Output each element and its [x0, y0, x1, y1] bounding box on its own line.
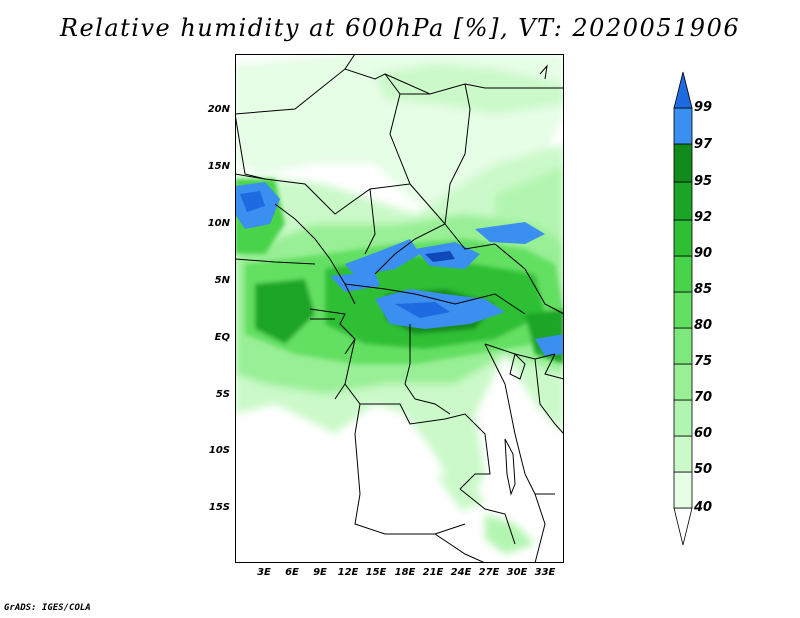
- grads-credit: GrADS: IGES/COLA: [4, 603, 91, 613]
- colorbar-label-80: 80: [694, 318, 713, 333]
- lat-label-15s: 15S: [208, 502, 230, 513]
- lat-label-10n: 10N: [207, 218, 230, 229]
- colorbar-segment: [673, 363, 693, 401]
- lon-label-12e: 12E: [337, 567, 359, 578]
- colorbar-label-50: 50: [694, 462, 713, 477]
- colorbar-label-90: 90: [694, 246, 713, 261]
- colorbar-segment: [673, 219, 693, 257]
- colorbar-segment: [673, 107, 693, 145]
- colorbar-segment: [673, 435, 693, 473]
- lat-label-20n: 20N: [207, 104, 230, 115]
- colorbar-segments: [673, 71, 693, 546]
- lon-label-33e: 33E: [534, 567, 556, 578]
- colorbar-label-99: 99: [694, 100, 713, 115]
- colorbar-segment: [673, 291, 693, 329]
- colorbar-segment: [673, 181, 693, 221]
- colorbar-segment: [673, 471, 693, 509]
- lon-label-24e: 24E: [450, 567, 472, 578]
- humidity-map: [235, 54, 564, 563]
- map-title: Relative humidity at 600hPa [%], VT: 202…: [59, 14, 741, 42]
- lat-label-15n: 15N: [207, 161, 230, 172]
- lon-label-15e: 15E: [365, 567, 387, 578]
- colorbar-label-70: 70: [694, 390, 713, 405]
- colorbar-segment: [673, 143, 693, 183]
- lon-label-27e: 27E: [478, 567, 500, 578]
- lon-label-18e: 18E: [394, 567, 416, 578]
- humidity-field-blue: [235, 182, 564, 356]
- colorbar-label-92: 92: [694, 210, 713, 225]
- lon-label-9e: 9E: [313, 567, 327, 578]
- colorbar-label-97: 97: [694, 137, 713, 152]
- lat-label-eq: EQ: [214, 332, 230, 343]
- colorbar-label-40: 40: [694, 500, 713, 515]
- colorbar-segment: [673, 399, 693, 437]
- lat-label-5n: 5N: [214, 275, 230, 286]
- colorbar-label-95: 95: [694, 174, 713, 189]
- lon-label-30e: 30E: [506, 567, 528, 578]
- colorbar-label-60: 60: [694, 426, 713, 441]
- lon-label-3e: 3E: [257, 567, 271, 578]
- country-borders: [235, 54, 564, 563]
- colorbar-segment-lowest: [673, 507, 693, 546]
- lon-label-21e: 21E: [422, 567, 444, 578]
- colorbar: [673, 71, 693, 546]
- lat-label-10s: 10S: [208, 445, 230, 456]
- colorbar-segment: [673, 255, 693, 293]
- colorbar-label-85: 85: [694, 282, 713, 297]
- colorbar-segment: [673, 327, 693, 365]
- lon-label-6e: 6E: [285, 567, 299, 578]
- colorbar-segment-highest: [673, 71, 693, 109]
- lat-label-5s: 5S: [215, 389, 230, 400]
- colorbar-label-75: 75: [694, 354, 713, 369]
